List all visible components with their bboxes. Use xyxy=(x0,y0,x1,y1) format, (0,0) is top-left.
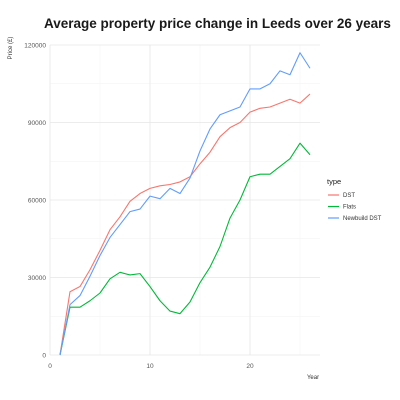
x-tick-label: 10 xyxy=(146,363,154,370)
y-tick-label: 90000 xyxy=(28,120,46,127)
x-tick-label: 0 xyxy=(48,363,52,370)
chart-title: Average property price change in Leeds o… xyxy=(44,16,391,31)
series-line-dst xyxy=(59,93,311,356)
series-lines xyxy=(59,52,311,356)
legend-label-dst: DST xyxy=(343,193,355,199)
y-tick-label: 30000 xyxy=(28,275,46,282)
series-line-flats xyxy=(59,142,311,356)
legend-title: type xyxy=(327,177,341,186)
series-line-newbuild-dst xyxy=(59,52,311,356)
y-axis-label: Price (£) xyxy=(8,37,14,60)
y-tick-label: 60000 xyxy=(28,197,46,204)
y-tick-label: 0 xyxy=(42,352,46,359)
grid xyxy=(49,44,320,356)
x-axis-label: Year xyxy=(307,375,319,381)
y-tick-label: 120000 xyxy=(24,42,46,49)
legend: type DST Flats Newbuild DST xyxy=(327,177,382,222)
legend-label-flats: Flats xyxy=(343,205,356,211)
x-tick-label: 20 xyxy=(246,363,254,370)
legend-label-newbuild-dst: Newbuild DST xyxy=(343,216,382,222)
axis-ticks: 0 30000 60000 90000 120000 0 10 20 xyxy=(24,42,254,370)
